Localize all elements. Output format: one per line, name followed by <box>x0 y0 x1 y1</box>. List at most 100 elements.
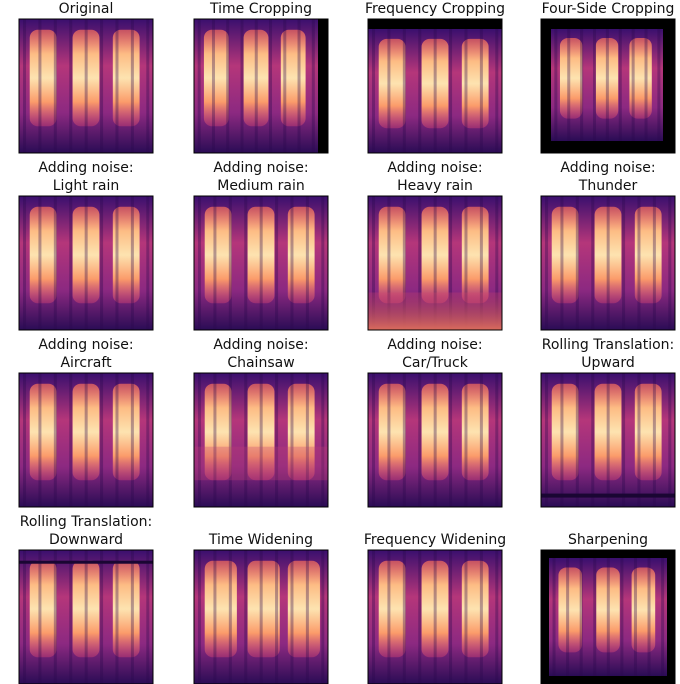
spectrogram-stripe <box>605 29 609 141</box>
spectrogram-stripe <box>464 373 468 507</box>
spectrogram-stripe <box>213 373 217 507</box>
spectrogram-stripe <box>479 29 483 153</box>
spectrogram-stripe <box>495 550 499 684</box>
spectrogram-stripe <box>305 373 309 507</box>
panel: Time Widening <box>193 532 329 684</box>
spectrogram-stripe <box>290 550 294 684</box>
spectrogram-stripe <box>387 550 391 684</box>
panel-title: Light rain <box>53 178 120 194</box>
spectrogram-stripe <box>115 373 119 507</box>
spectrogram-band <box>461 38 489 129</box>
spectrogram-band <box>378 383 406 481</box>
panel: Adding noise: Thunder <box>540 160 676 331</box>
spectrogram-band <box>421 383 449 481</box>
spectrogram-stripe <box>244 196 248 330</box>
spectrogram-stripe <box>620 558 624 676</box>
panel: Rolling Translation: Downward <box>18 514 154 684</box>
spectrogram-stripe <box>647 558 651 676</box>
panel-title: Rolling Translation: <box>20 514 153 530</box>
spectrogram-band <box>247 560 280 658</box>
spectrogram-stripe <box>305 196 309 330</box>
spectrogram-stripe <box>372 373 376 507</box>
spectrogram-band <box>287 206 315 304</box>
spectrogram-stripe <box>580 29 584 141</box>
panel: Adding noise: Aircraft <box>18 337 154 508</box>
spectrogram-band <box>72 383 100 481</box>
spectrogram-stripe <box>449 29 453 153</box>
spectrogram-stripe <box>449 550 453 684</box>
spectrogram-band <box>204 383 232 481</box>
roll-seam <box>19 560 153 564</box>
spectrogram-stripe <box>146 373 150 507</box>
spectrogram-band <box>287 560 320 658</box>
spectrogram-band <box>29 29 57 127</box>
spectrogram-stripe <box>622 196 626 330</box>
spectrogram-band <box>29 383 57 481</box>
spectrogram-stripe <box>84 196 88 330</box>
spectrogram-band <box>634 206 662 304</box>
panel: Frequency Cropping <box>365 1 505 154</box>
spectrogram-stripe <box>479 550 483 684</box>
panel: Adding noise: Car/Truck <box>367 337 503 508</box>
spectrogram-stripe <box>38 19 42 153</box>
panel-frame <box>193 372 329 508</box>
spectrogram-stripe <box>259 373 263 507</box>
panel-title: Adding noise: <box>560 160 655 176</box>
panel-title: Car/Truck <box>402 355 469 371</box>
spectrogram-stripe <box>23 373 27 507</box>
panel-title: Adding noise: <box>387 160 482 176</box>
spectrogram-stripe <box>591 373 595 507</box>
panel-title: Downward <box>49 532 123 548</box>
spectrogram-band <box>595 37 619 119</box>
spectrogram-stripe <box>146 550 150 684</box>
spectrogram-stripe <box>130 373 134 507</box>
panel: Adding noise: Medium rain <box>193 160 329 331</box>
spectrogram-stripe <box>244 550 248 684</box>
spectrogram-stripe <box>464 196 468 330</box>
spectrogram-band <box>596 567 620 653</box>
spectrogram-band <box>72 29 100 127</box>
spectrogram-stripe <box>449 196 453 330</box>
spectrogram-stripe <box>545 373 549 507</box>
spectrogram-stripe <box>637 196 641 330</box>
spectrogram-stripe <box>259 550 263 684</box>
spectrogram-stripe <box>115 19 119 153</box>
panel-frame <box>18 549 154 684</box>
spectrogram-stripe <box>495 373 499 507</box>
panel-title: Adding noise: <box>38 337 133 353</box>
spectrogram-stripe <box>297 19 301 153</box>
panel-title: Sharpening <box>568 532 648 548</box>
panel: Time Cropping <box>193 1 329 154</box>
panel-title: Adding noise: <box>38 160 133 176</box>
panel-frame <box>367 372 503 508</box>
spectrogram-stripe <box>23 196 27 330</box>
spectrogram-stripe <box>269 19 273 153</box>
panel-frame <box>540 372 676 508</box>
spectrogram-band <box>203 29 229 127</box>
spectrogram-band <box>629 37 652 119</box>
spectrogram-stripe <box>146 19 150 153</box>
spectrogram-stripe <box>479 373 483 507</box>
spectrogram-stripe <box>575 373 579 507</box>
spectrogram-stripe <box>652 196 656 330</box>
panel-frame <box>193 549 329 684</box>
spectrogram-stripe <box>661 558 665 676</box>
spectrogram-band <box>421 38 449 129</box>
spectrogram-band <box>247 383 275 481</box>
spectrogram-band <box>243 29 269 127</box>
spectrogram-stripe <box>495 196 499 330</box>
panel-title: Thunder <box>578 178 638 194</box>
spectrogram-stripe <box>84 373 88 507</box>
panel-frame <box>18 195 154 331</box>
spectrogram-stripe <box>130 196 134 330</box>
spectrogram-stripe <box>560 196 564 330</box>
spectrogram-stripe <box>213 550 217 684</box>
spectrogram-stripe <box>198 550 202 684</box>
spectrogram-stripe <box>545 196 549 330</box>
spectrogram-stripe <box>593 29 596 141</box>
spectrogram-stripe <box>321 550 325 684</box>
spectrogram-stripe <box>69 19 73 153</box>
spectrogram-stripe <box>244 373 248 507</box>
spectrogram-stripe <box>633 558 637 676</box>
